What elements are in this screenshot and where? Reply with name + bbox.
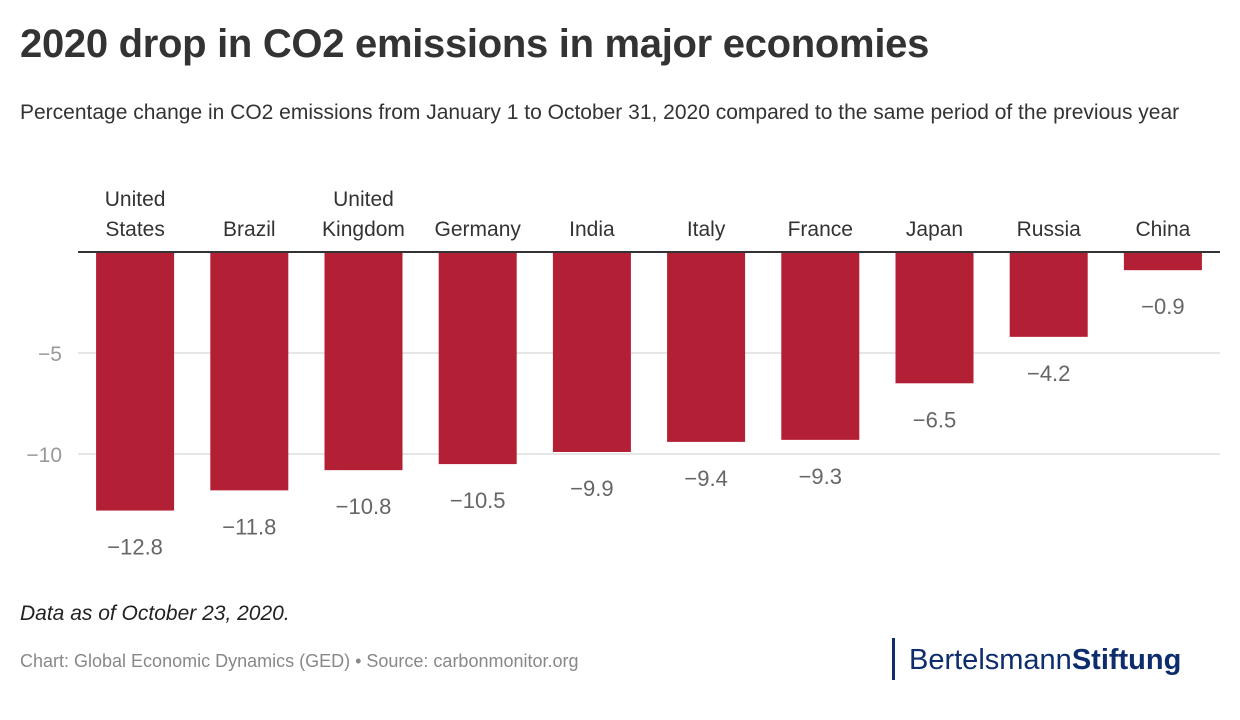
bar xyxy=(1009,252,1088,337)
bar xyxy=(324,252,403,471)
bar xyxy=(667,252,746,442)
bar xyxy=(781,252,860,440)
category-label: States xyxy=(105,218,165,241)
category-label: Russia xyxy=(1017,218,1082,241)
data-label: −9.9 xyxy=(570,476,613,501)
category-label: Germany xyxy=(435,218,522,241)
data-label: −9.3 xyxy=(799,464,842,489)
category-label: Japan xyxy=(906,218,963,241)
logo-part1: Bertelsmann xyxy=(909,644,1072,676)
category-label: China xyxy=(1135,218,1190,241)
category-label: United xyxy=(105,188,166,211)
data-label: −0.9 xyxy=(1141,294,1184,319)
bar xyxy=(438,252,517,465)
data-label: −11.8 xyxy=(222,514,276,539)
bar-chart: −5 −10 −12.8 United States −11.8 Brazil −10.8 Un… xyxy=(26,188,1220,560)
y-tick-label: −5 xyxy=(38,343,62,366)
bertelsmann-stiftung-logo[interactable]: BertelsmannStiftung xyxy=(892,638,1181,680)
chart-title: 2020 drop in CO2 emissions in major econ… xyxy=(20,22,930,66)
data-label: −12.8 xyxy=(107,535,163,560)
source-credit: Chart: Global Economic Dynamics (GED) • … xyxy=(20,651,579,671)
data-label: −10.5 xyxy=(450,488,506,513)
data-label: −6.5 xyxy=(913,407,956,432)
category-label: Kingdom xyxy=(322,218,405,241)
category-label: Italy xyxy=(687,218,726,241)
category-label: United xyxy=(333,188,394,211)
bar xyxy=(210,252,289,491)
data-note: Data as of October 23, 2020. xyxy=(20,602,290,625)
chart-subtitle: Percentage change in CO2 emissions from … xyxy=(20,101,1180,124)
category-label: France xyxy=(788,218,853,241)
logo-part2: Stiftung xyxy=(1071,644,1182,676)
category-label: India xyxy=(569,218,615,241)
bar xyxy=(552,252,631,452)
bar xyxy=(1123,252,1202,271)
data-label: −9.4 xyxy=(684,466,727,491)
data-label: −10.8 xyxy=(336,494,392,519)
y-tick-label: −10 xyxy=(26,444,62,467)
bar xyxy=(96,252,175,511)
bar xyxy=(895,252,974,384)
category-label: Brazil xyxy=(223,218,276,241)
data-label: −4.2 xyxy=(1027,361,1070,386)
